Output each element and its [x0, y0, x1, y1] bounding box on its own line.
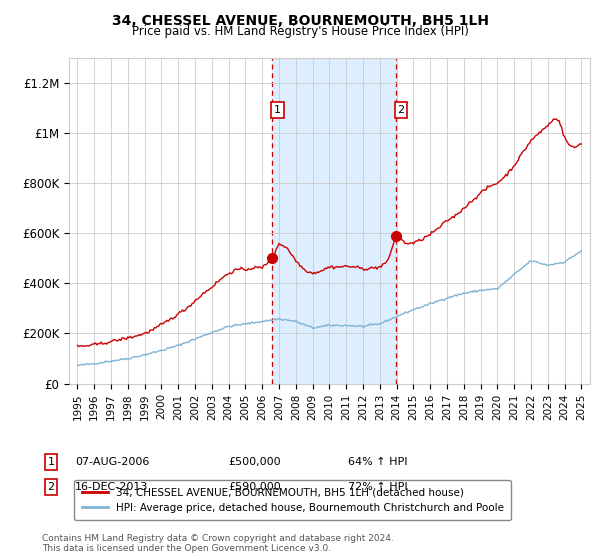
Text: 1: 1	[47, 457, 55, 467]
Legend: 34, CHESSEL AVENUE, BOURNEMOUTH, BH5 1LH (detached house), HPI: Average price, d: 34, CHESSEL AVENUE, BOURNEMOUTH, BH5 1LH…	[74, 480, 511, 520]
Text: £500,000: £500,000	[228, 457, 281, 467]
Text: Price paid vs. HM Land Registry's House Price Index (HPI): Price paid vs. HM Land Registry's House …	[131, 25, 469, 38]
Text: 34, CHESSEL AVENUE, BOURNEMOUTH, BH5 1LH: 34, CHESSEL AVENUE, BOURNEMOUTH, BH5 1LH	[112, 14, 488, 28]
Text: 72% ↑ HPI: 72% ↑ HPI	[348, 482, 407, 492]
Text: 2: 2	[397, 105, 404, 115]
Text: £590,000: £590,000	[228, 482, 281, 492]
Text: 1: 1	[274, 105, 281, 115]
Text: 07-AUG-2006: 07-AUG-2006	[75, 457, 149, 467]
Text: 16-DEC-2013: 16-DEC-2013	[75, 482, 148, 492]
Bar	[272, 58, 396, 384]
Text: 2: 2	[47, 482, 55, 492]
Text: Contains HM Land Registry data © Crown copyright and database right 2024.
This d: Contains HM Land Registry data © Crown c…	[42, 534, 394, 553]
Text: 64% ↑ HPI: 64% ↑ HPI	[348, 457, 407, 467]
